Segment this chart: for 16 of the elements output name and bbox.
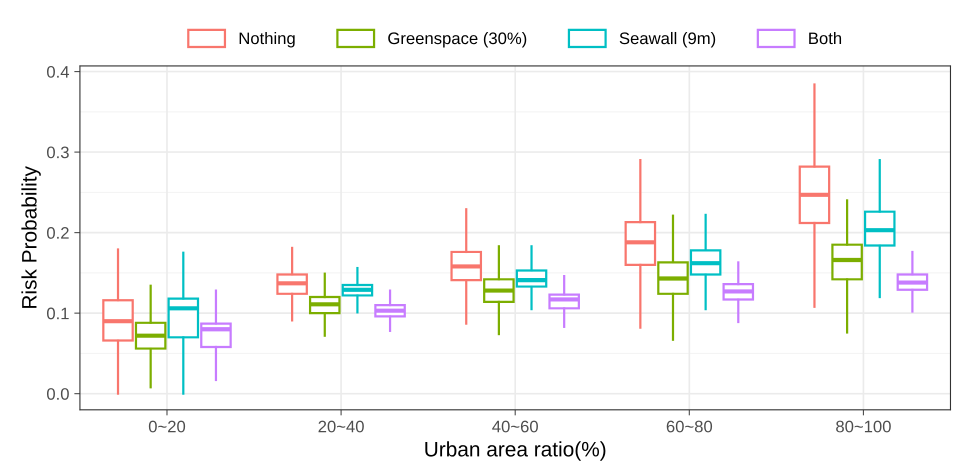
- x-tick-label: 40~60: [492, 420, 538, 432]
- y-tick-label: 0.4: [46, 66, 70, 78]
- legend-label: Seawall (9m): [620, 32, 716, 48]
- x-tick-label: 20~40: [318, 420, 364, 432]
- x-tick-label: 60~80: [666, 420, 712, 432]
- x-tick-label: 0~20: [148, 420, 186, 432]
- y-tick-label: 0.2: [46, 227, 69, 239]
- x-axis-title: Urban area ratio(%): [425, 441, 606, 461]
- legend-label: Greenspace (30%): [388, 32, 526, 48]
- legend-label: Both: [809, 32, 842, 44]
- legend-label: Nothing: [240, 32, 295, 48]
- y-axis-title: Risk Probability: [21, 166, 41, 308]
- y-tick-label: 0.1: [46, 308, 69, 320]
- y-tick-label: 0.0: [46, 388, 69, 400]
- y-tick-label: 0.3: [46, 146, 69, 158]
- x-tick-label: 80~100: [836, 420, 891, 432]
